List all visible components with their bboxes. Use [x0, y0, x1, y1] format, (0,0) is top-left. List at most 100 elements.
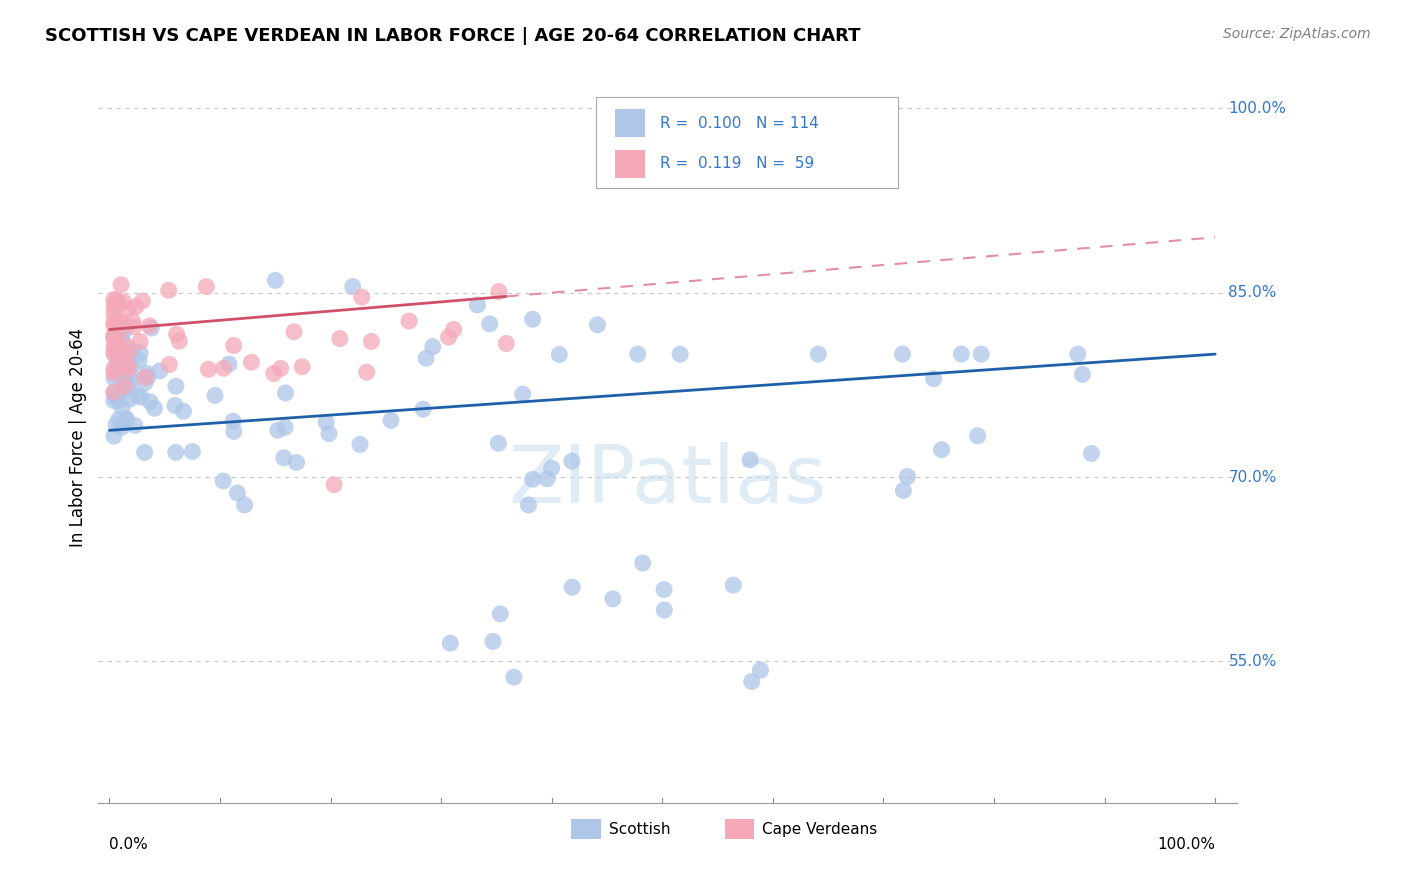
Point	[103, 315, 125, 329]
Point	[103, 306, 125, 320]
FancyBboxPatch shape	[616, 110, 645, 137]
Point	[103, 385, 125, 400]
Point	[270, 361, 292, 376]
Point	[129, 334, 152, 349]
Text: Scottish: Scottish	[609, 822, 671, 838]
Point	[212, 361, 235, 376]
Point	[111, 334, 134, 348]
Point	[110, 315, 132, 329]
Point	[422, 340, 444, 354]
Point	[127, 388, 149, 402]
Point	[627, 347, 650, 361]
Point	[380, 413, 402, 427]
Point	[110, 351, 132, 365]
Point	[233, 498, 256, 512]
Point	[103, 300, 125, 314]
Point	[669, 347, 692, 361]
Point	[1067, 347, 1090, 361]
Point	[128, 353, 150, 368]
Point	[970, 347, 993, 361]
Point	[103, 361, 125, 376]
Point	[118, 367, 141, 381]
Text: Source: ZipAtlas.com: Source: ZipAtlas.com	[1223, 27, 1371, 41]
Point	[548, 347, 571, 361]
Point	[129, 390, 152, 404]
Point	[437, 330, 460, 344]
Point	[118, 392, 141, 406]
Point	[103, 339, 125, 353]
Point	[522, 312, 544, 326]
Point	[415, 351, 437, 366]
Point	[134, 445, 156, 459]
Point	[561, 580, 583, 594]
Point	[222, 338, 245, 352]
Point	[398, 314, 420, 328]
Text: 100.0%: 100.0%	[1157, 838, 1215, 852]
Point	[274, 386, 297, 401]
Text: 85.0%: 85.0%	[1229, 285, 1277, 300]
Point	[486, 436, 509, 450]
Point	[950, 347, 973, 361]
Point	[115, 318, 138, 333]
Point	[117, 302, 139, 317]
Point	[105, 293, 128, 308]
Point	[103, 331, 125, 345]
Point	[108, 371, 131, 385]
Text: Cape Verdeans: Cape Verdeans	[762, 822, 877, 838]
Point	[105, 314, 128, 328]
Point	[111, 326, 134, 341]
Text: R =  0.119   N =  59: R = 0.119 N = 59	[659, 156, 814, 171]
Point	[502, 670, 524, 684]
Point	[110, 420, 132, 434]
Point	[273, 450, 295, 465]
Point	[117, 359, 139, 373]
Point	[118, 353, 141, 368]
Point	[495, 336, 517, 351]
FancyBboxPatch shape	[571, 819, 600, 839]
Point	[488, 285, 510, 299]
Point	[222, 414, 245, 428]
Point	[115, 413, 138, 427]
Point	[117, 362, 139, 376]
Point	[165, 445, 187, 459]
Text: ZIPatlas: ZIPatlas	[509, 442, 827, 520]
Point	[166, 327, 188, 342]
Point	[163, 399, 186, 413]
Point	[103, 371, 125, 385]
Point	[267, 423, 290, 437]
Point	[323, 477, 346, 491]
Point	[172, 404, 194, 418]
Point	[195, 279, 218, 293]
Point	[117, 381, 139, 395]
Point	[602, 591, 624, 606]
Point	[749, 663, 772, 677]
Point	[285, 456, 308, 470]
Text: 55.0%: 55.0%	[1229, 654, 1277, 669]
Point	[315, 415, 337, 429]
Point	[117, 359, 139, 373]
Point	[342, 279, 364, 293]
Point	[893, 483, 915, 498]
Point	[291, 359, 314, 374]
Point	[412, 402, 434, 417]
Point	[136, 370, 159, 384]
Point	[138, 318, 160, 333]
Point	[586, 318, 609, 332]
Point	[103, 318, 125, 333]
Point	[723, 578, 745, 592]
Point	[120, 359, 142, 373]
Point	[105, 417, 128, 432]
Point	[356, 365, 378, 379]
Point	[103, 293, 125, 307]
Point	[107, 393, 129, 408]
Point	[222, 425, 245, 439]
Point	[512, 387, 534, 401]
Point	[103, 328, 125, 343]
Point	[274, 420, 297, 434]
Point	[167, 334, 190, 349]
Point	[652, 603, 675, 617]
Point	[107, 340, 129, 354]
Point	[122, 343, 145, 358]
Point	[114, 356, 136, 370]
Point	[631, 556, 654, 570]
